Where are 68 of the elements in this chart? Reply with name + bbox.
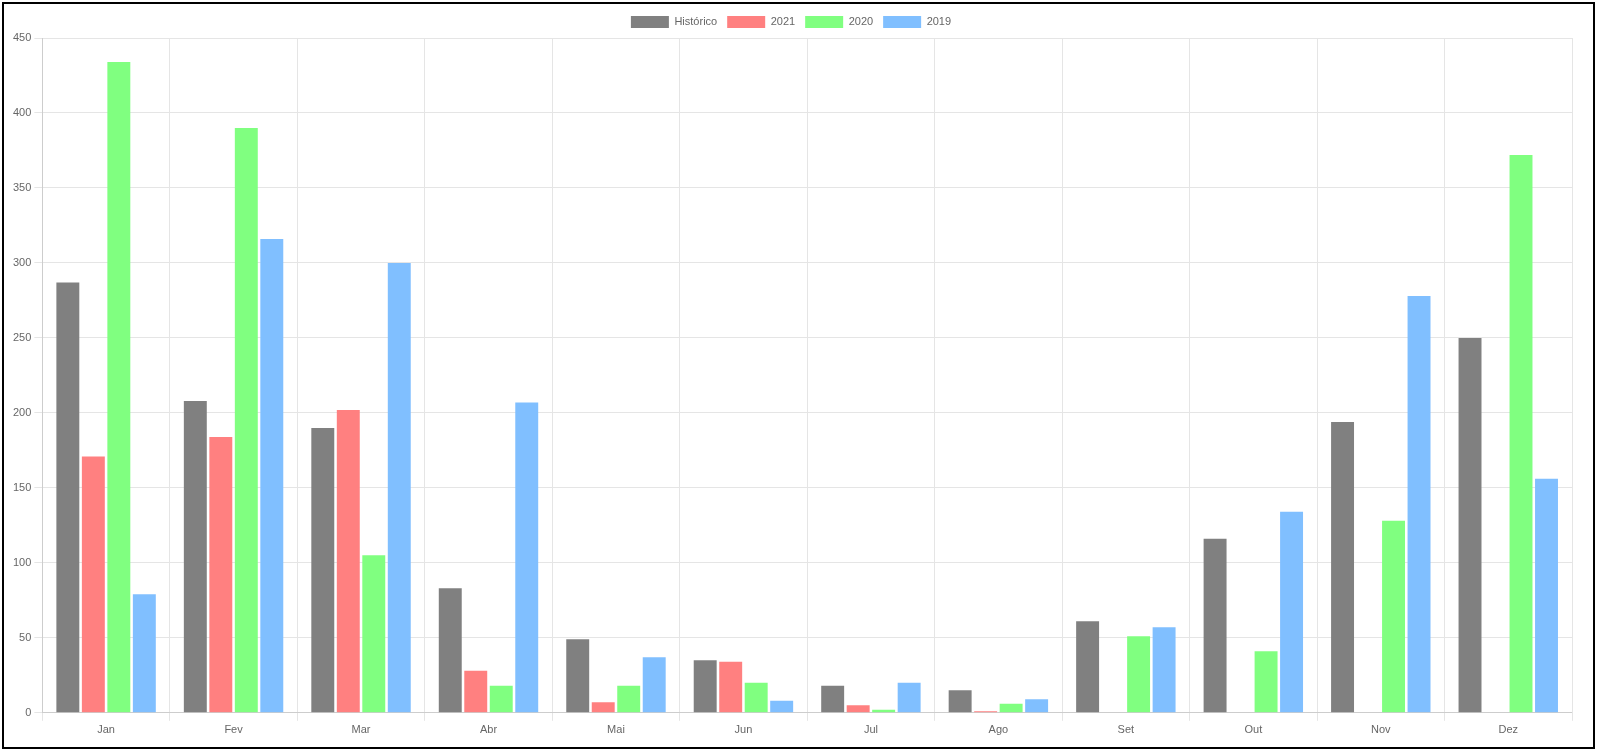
- bar: [1254, 651, 1278, 713]
- bar: [1025, 699, 1049, 713]
- bar: [1152, 627, 1176, 713]
- bar: [566, 639, 590, 713]
- bar: [1458, 337, 1482, 713]
- bar: [999, 703, 1023, 713]
- y-tick-label: 450: [12, 31, 32, 44]
- x-tick-label: Out: [1244, 723, 1263, 736]
- bar: [107, 61, 131, 713]
- bar: [744, 682, 768, 713]
- bar: [362, 555, 386, 713]
- bar: [1331, 421, 1355, 713]
- bar: [693, 660, 717, 713]
- bar: [489, 685, 513, 713]
- bar: [260, 238, 284, 713]
- bar: [617, 685, 641, 713]
- y-tick-label: 100: [12, 555, 32, 568]
- x-tick-label: Ago: [988, 723, 1009, 736]
- bar: [464, 670, 488, 713]
- bar: [1076, 621, 1100, 713]
- bar: [1280, 511, 1304, 713]
- legend-label: 2019: [926, 15, 952, 28]
- bar: [132, 594, 156, 713]
- bar: [1382, 520, 1406, 713]
- y-tick-label: 250: [12, 330, 32, 343]
- bar: [1509, 154, 1533, 713]
- bar: [311, 427, 335, 713]
- bar: [1203, 538, 1227, 713]
- y-tick-label: 0: [25, 705, 32, 718]
- bar: [719, 661, 743, 713]
- bar: [1407, 295, 1431, 713]
- bar: [387, 262, 411, 713]
- y-tick-label: 350: [12, 180, 32, 193]
- bar: [81, 456, 105, 713]
- bar: [209, 436, 233, 713]
- bar: [821, 685, 845, 713]
- x-tick-label: Jun: [734, 723, 753, 736]
- bar: [846, 705, 870, 713]
- y-tick-label: 50: [19, 630, 32, 643]
- x-tick-label: Dez: [1498, 723, 1519, 736]
- bar: [56, 282, 80, 713]
- x-tick-label: Abr: [479, 723, 498, 736]
- x-tick-label: Mai: [607, 723, 625, 736]
- bar: [183, 400, 207, 713]
- x-tick-label: Nov: [1371, 723, 1392, 736]
- y-tick-label: 200: [12, 405, 32, 418]
- y-tick-label: 300: [12, 255, 32, 268]
- bar: [1535, 478, 1558, 713]
- bar: [591, 702, 615, 713]
- x-tick-label: Mar: [351, 723, 371, 736]
- x-tick-label: Jul: [863, 723, 878, 736]
- x-tick-label: Jan: [97, 723, 115, 736]
- legend-label: 2021: [770, 15, 796, 28]
- bar: [1127, 636, 1151, 713]
- legend-label: 2020: [848, 15, 874, 28]
- x-tick-label: Set: [1117, 723, 1135, 736]
- legend-label: Histórico: [674, 15, 718, 28]
- bar: [234, 127, 258, 713]
- x-tick-label: Fev: [224, 723, 244, 736]
- bar: [642, 657, 666, 713]
- bar: [336, 409, 360, 713]
- y-tick-label: 150: [12, 480, 32, 493]
- bar: [770, 700, 794, 713]
- bar: [515, 402, 539, 713]
- bar: [438, 588, 462, 713]
- bar: [948, 690, 972, 713]
- bar: [897, 682, 921, 713]
- y-tick-label: 400: [12, 106, 32, 119]
